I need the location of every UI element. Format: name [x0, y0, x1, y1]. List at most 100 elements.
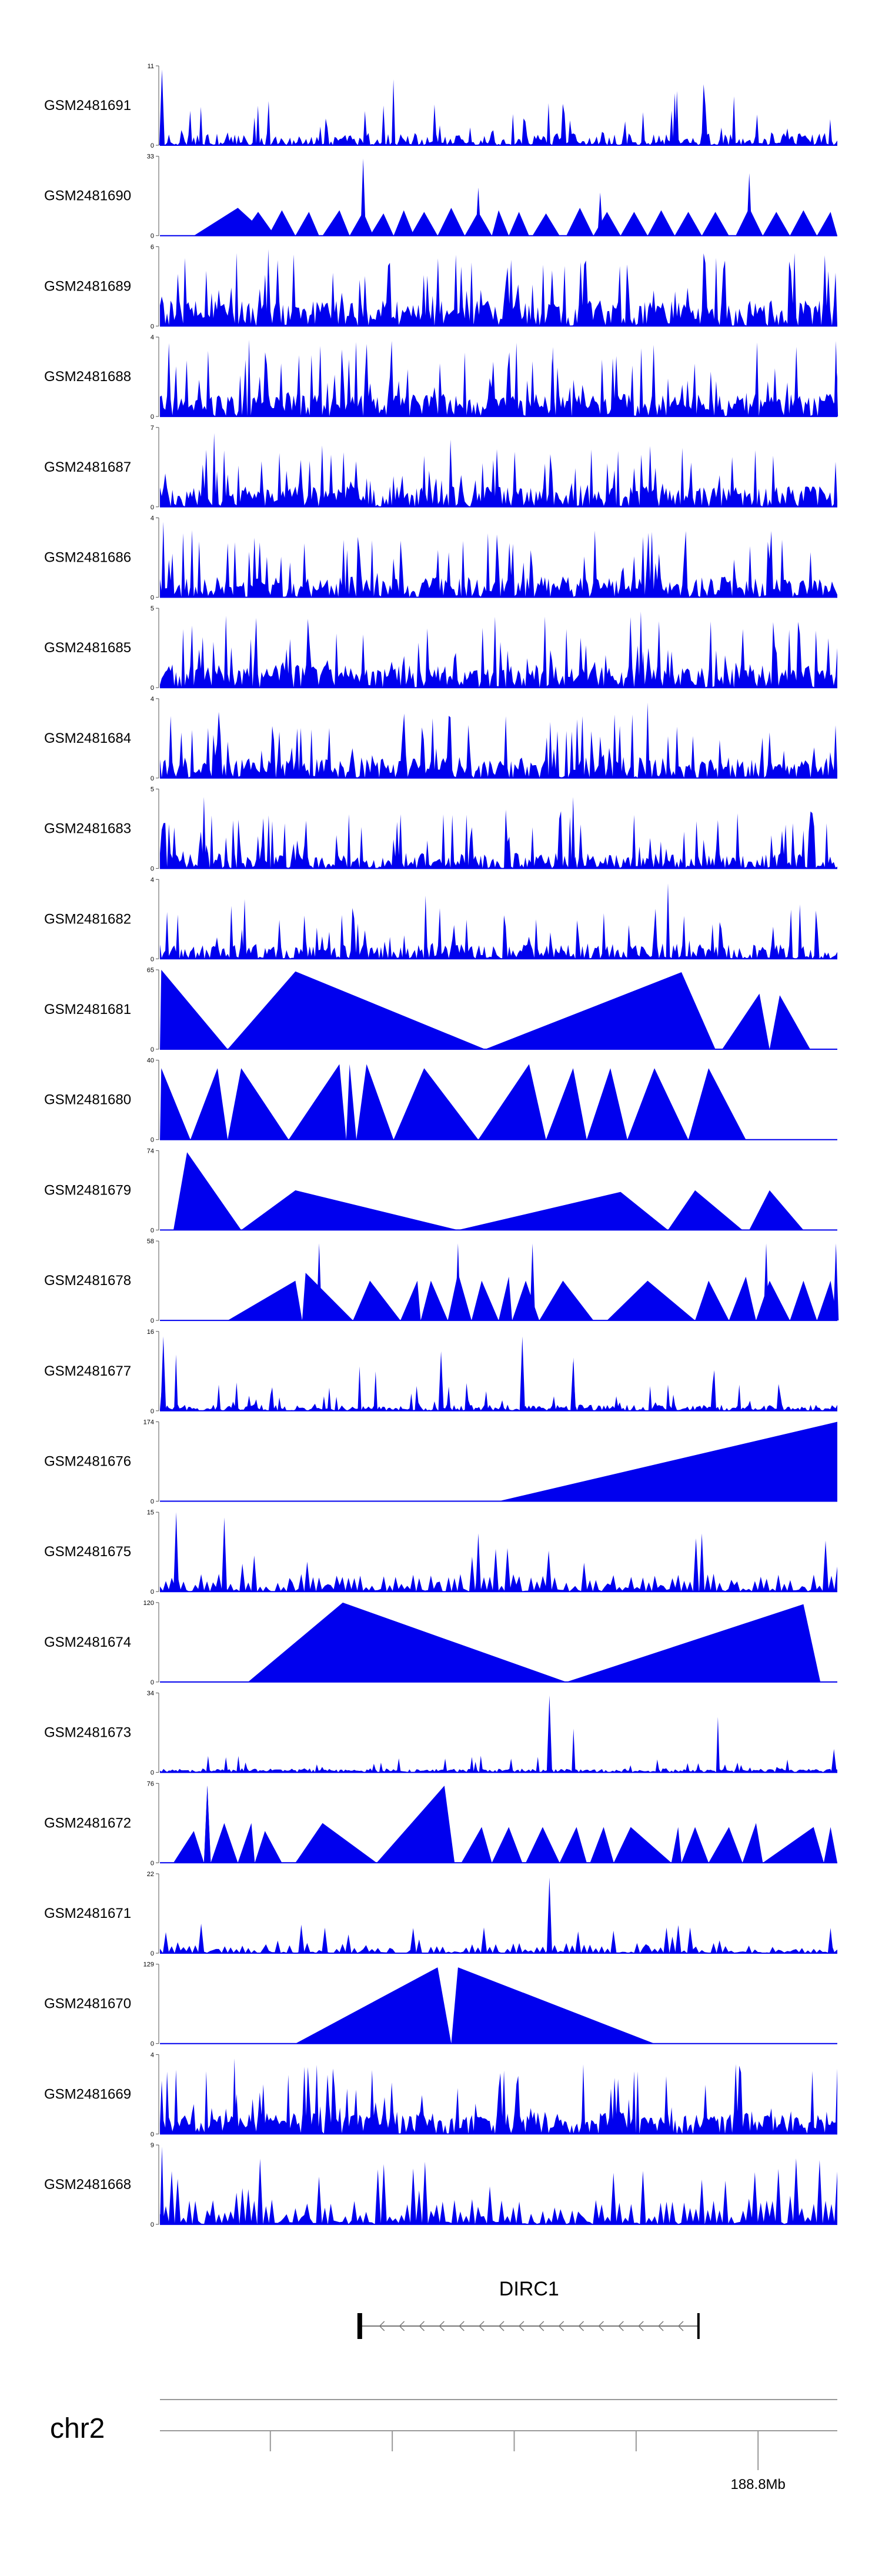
signal-peak — [570, 1361, 576, 1411]
strand-arrow — [598, 2321, 604, 2331]
signal-peak — [221, 1517, 228, 1592]
strand-arrow — [399, 2321, 405, 2331]
signal-triangle — [241, 1190, 458, 1230]
signal-triangle — [559, 1827, 587, 1863]
track-GSM2481679: GSM2481679 74 0 — [44, 1147, 837, 1234]
strand-arrow — [439, 2321, 445, 2331]
signal-triangle — [674, 212, 702, 236]
y-max-label: 74 — [147, 1147, 154, 1154]
signal-triangle — [457, 1192, 668, 1230]
track-GSM2481684: GSM2481684 4 0 — [44, 696, 837, 782]
y-max-label: 5 — [151, 605, 154, 612]
signal-triangle — [173, 1152, 242, 1230]
signal-area — [160, 339, 837, 417]
y-max-label: 4 — [151, 696, 154, 703]
signal-triangle — [160, 970, 228, 1049]
track-label: GSM2481681 — [44, 1002, 131, 1017]
signal-triangle — [756, 1280, 790, 1321]
tracks-group: GSM2481691110GSM2481690330GSM248168960GS… — [44, 63, 839, 2228]
signal-triangle — [492, 1827, 523, 1863]
y-min-label: 0 — [151, 595, 154, 602]
signal-triangle — [370, 213, 394, 236]
y-max-label: 9 — [151, 2142, 154, 2149]
signal-triangle — [160, 1068, 191, 1140]
signal-peak — [746, 173, 752, 236]
strand-arrow — [459, 2321, 465, 2331]
signal-area — [160, 712, 837, 778]
signal-triangle — [295, 1967, 452, 2044]
strand-arrow — [658, 2321, 664, 2331]
signal-triangle — [668, 1190, 743, 1230]
strand-arrow — [518, 2321, 524, 2331]
signal-peak — [316, 1243, 322, 1321]
signal-peak — [833, 1243, 839, 1321]
strand-arrow — [379, 2321, 385, 2331]
signal-triangle — [790, 1280, 817, 1321]
y-min-label: 0 — [151, 1499, 154, 1506]
signal-peak — [699, 1533, 705, 1592]
signal-triangle — [586, 1068, 627, 1140]
signal-triangle — [566, 1604, 821, 1682]
signal-triangle — [420, 1280, 448, 1321]
y-min-label: 0 — [151, 504, 154, 511]
signal-triangle — [478, 1064, 546, 1140]
signal-triangle — [322, 210, 350, 236]
signal-peak — [212, 433, 216, 507]
signal-peak — [242, 899, 247, 959]
signal-peak — [360, 158, 366, 236]
signal-peak — [475, 187, 482, 236]
strand-arrow — [677, 2321, 684, 2331]
gene-exon — [357, 2313, 362, 2339]
signal-peak — [381, 105, 386, 145]
signal-triangle — [228, 971, 485, 1049]
track-GSM2481678: GSM2481678 58 0 — [44, 1238, 839, 1324]
signal-area — [160, 1354, 837, 1411]
track-label: GSM2481686 — [44, 550, 131, 566]
y-min-label: 0 — [151, 866, 154, 873]
signal-triangle — [532, 213, 560, 236]
y-max-label: 22 — [147, 1871, 154, 1878]
y-min-label: 0 — [151, 775, 154, 782]
signal-triangle — [190, 1068, 228, 1140]
signal-area — [160, 616, 837, 688]
y-max-label: 7 — [151, 425, 154, 432]
track-GSM2481690: GSM2481690 33 0 — [44, 154, 837, 240]
signal-triangle — [238, 1823, 255, 1863]
signal-peak — [550, 346, 555, 417]
signal-peak — [438, 1351, 444, 1411]
y-max-label: 5 — [151, 786, 154, 793]
track-GSM2481681: GSM2481681 65 0 — [44, 967, 837, 1053]
signal-triangle — [613, 1827, 671, 1863]
track-GSM2481671: GSM2481671 22 0 — [44, 1871, 837, 1957]
signal-peak — [159, 69, 165, 146]
signal-peak — [160, 2147, 164, 2225]
y-min-label: 0 — [151, 142, 154, 149]
track-GSM2481691: GSM2481691 11 0 — [44, 63, 837, 149]
y-max-label: 15 — [147, 1509, 154, 1516]
y-max-label: 16 — [147, 1329, 154, 1336]
signal-triangle — [790, 210, 817, 236]
strand-arrow — [538, 2321, 544, 2331]
track-GSM2481672: GSM2481672 76 0 — [44, 1780, 837, 1867]
signal-peak — [266, 249, 270, 326]
gene-exon — [697, 2313, 700, 2339]
gene-track: DIRC1 — [357, 2278, 700, 2339]
track-label: GSM2481677 — [44, 1363, 131, 1379]
signal-peak — [161, 522, 166, 598]
signal-triangle — [393, 210, 414, 236]
y-max-label: 4 — [151, 515, 154, 522]
track-label: GSM2481691 — [44, 98, 131, 114]
y-min-label: 0 — [151, 233, 154, 240]
track-GSM2481673: GSM2481673 34 0 — [44, 1690, 837, 1777]
signal-triangle — [607, 1280, 696, 1321]
track-GSM2481676: GSM2481676 174 0 — [44, 1419, 837, 1506]
signal-peak — [834, 341, 838, 417]
signal-peak — [597, 192, 603, 236]
track-GSM2481687: GSM2481687 7 0 — [44, 425, 837, 511]
signal-triangle — [627, 1068, 689, 1140]
signal-peak — [546, 1695, 553, 1773]
signal-triangle — [437, 208, 465, 236]
signal-area — [160, 1717, 837, 1773]
signal-triangle — [400, 1280, 421, 1321]
signal-peak — [645, 702, 650, 778]
